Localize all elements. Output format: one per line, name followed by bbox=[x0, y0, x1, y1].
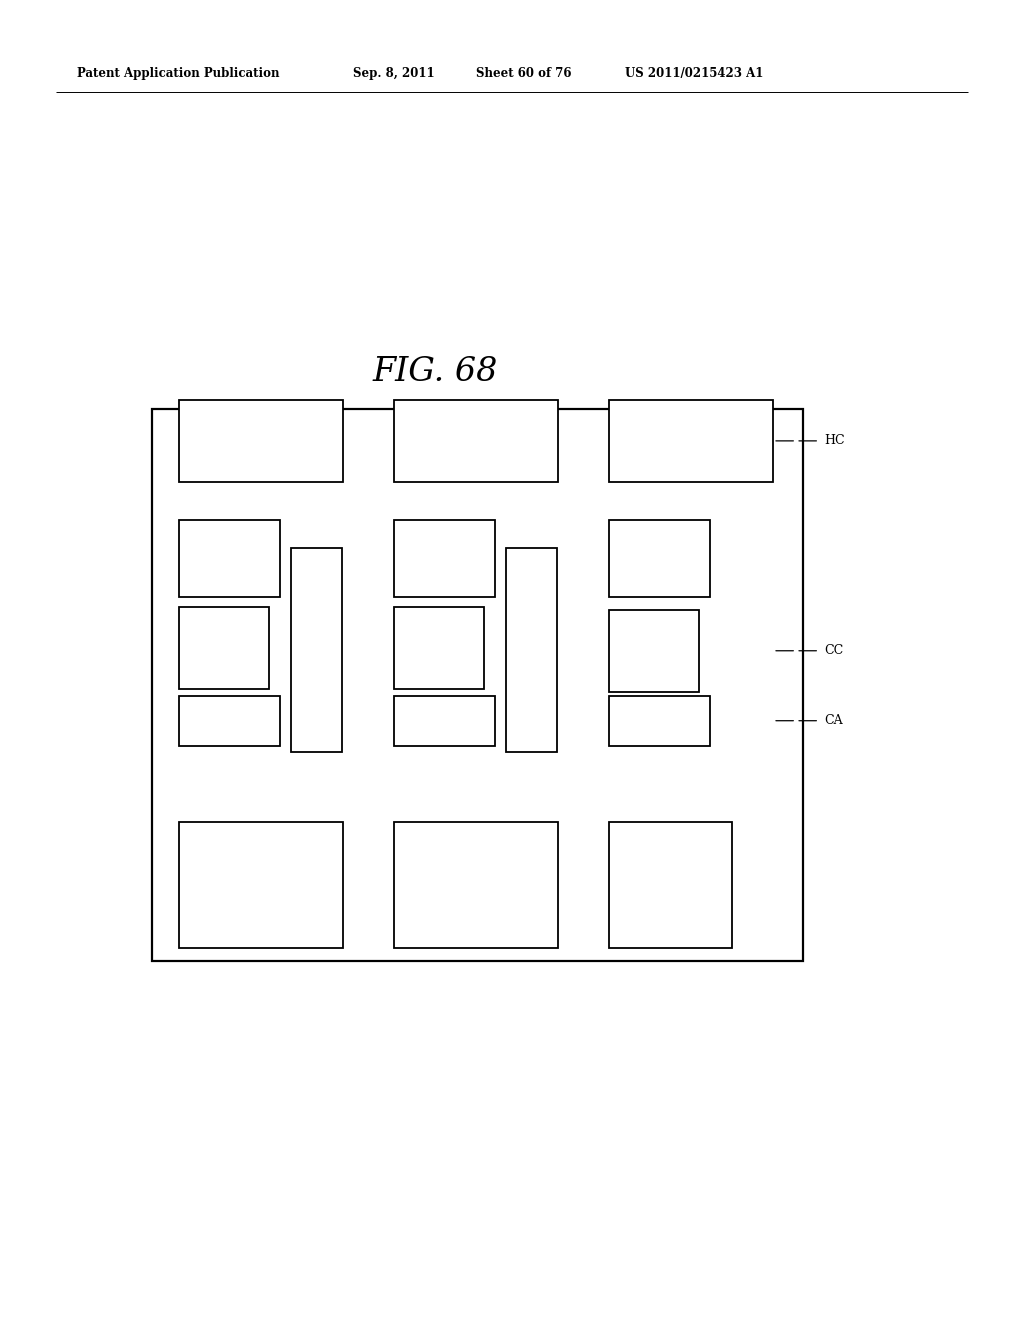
Bar bbox=[394, 822, 558, 948]
Bar bbox=[179, 696, 280, 746]
Bar bbox=[394, 607, 484, 689]
Bar bbox=[394, 400, 558, 482]
Text: Patent Application Publication: Patent Application Publication bbox=[77, 67, 280, 81]
Bar bbox=[506, 548, 557, 752]
Bar bbox=[394, 520, 495, 597]
Bar bbox=[609, 696, 710, 746]
Text: CC: CC bbox=[824, 644, 844, 657]
Text: CA: CA bbox=[824, 714, 843, 727]
Bar bbox=[609, 822, 732, 948]
Bar bbox=[609, 400, 773, 482]
Text: Sep. 8, 2011: Sep. 8, 2011 bbox=[353, 67, 435, 81]
Bar bbox=[179, 822, 343, 948]
Bar bbox=[394, 696, 495, 746]
Bar bbox=[609, 610, 699, 692]
Bar bbox=[179, 400, 343, 482]
Text: Sheet 60 of 76: Sheet 60 of 76 bbox=[476, 67, 571, 81]
Bar bbox=[291, 548, 342, 752]
Text: US 2011/0215423 A1: US 2011/0215423 A1 bbox=[625, 67, 763, 81]
Bar bbox=[609, 520, 710, 597]
Bar bbox=[179, 607, 269, 689]
Text: FIG. 68: FIG. 68 bbox=[373, 356, 498, 388]
Text: HC: HC bbox=[824, 434, 845, 447]
Bar bbox=[152, 409, 803, 961]
Bar bbox=[179, 520, 280, 597]
